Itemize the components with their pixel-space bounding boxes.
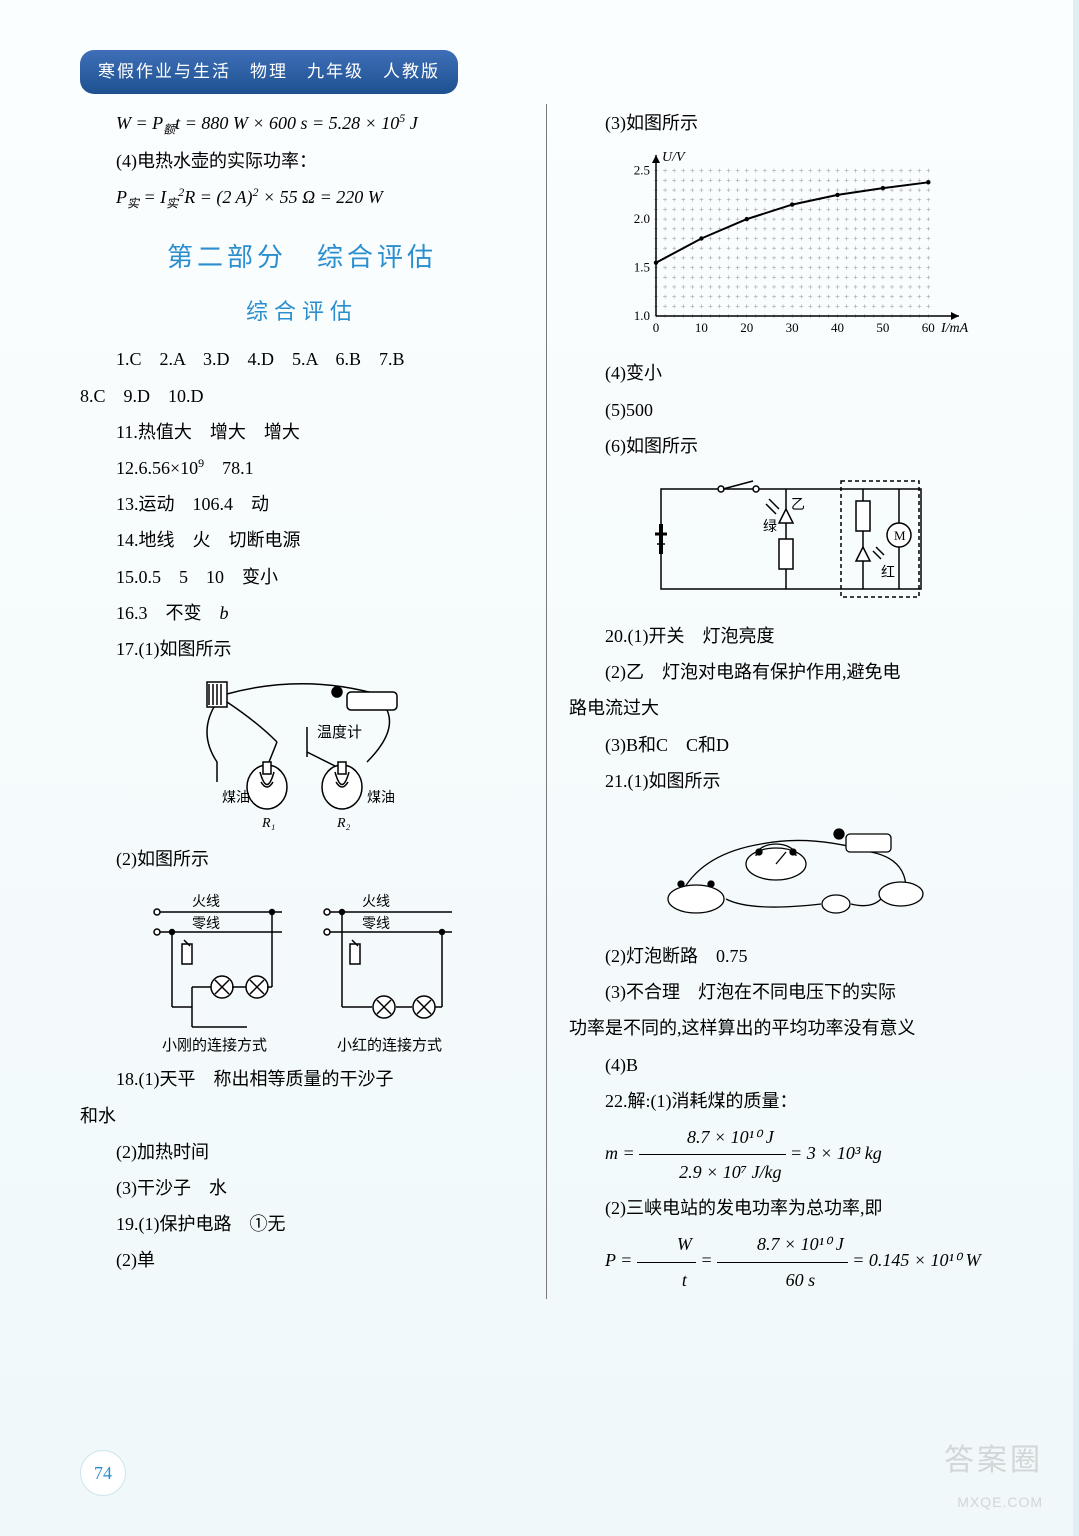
q20-2: (2)乙 灯泡对电路有保护作用,避免电: [569, 655, 1013, 689]
mc-answers-line2: 8.C 9.D 10.D: [80, 379, 524, 413]
chart-UI: 0 10 20 30 40 50 60 1.0 1.5 2.0 2.5 U/V I/mA: [569, 146, 1013, 346]
q19-3: (3)如图所示: [569, 106, 1013, 140]
svg-text:I/mA: I/mA: [940, 321, 969, 336]
section-title: 第二部分 综合评估: [80, 233, 524, 282]
q19-6: (6)如图所示: [569, 429, 1013, 463]
label-neutral: 零线: [192, 916, 220, 932]
page-number: 74: [80, 1450, 126, 1496]
label-r1: R₁: [261, 816, 275, 831]
label-neutral-2: 零线: [362, 916, 390, 932]
watermark: 答案圈 MXQE.COM: [944, 1432, 1043, 1516]
line-actual-power: (4)电热水壶的实际功率：: [80, 144, 524, 178]
header-band: 寒假作业与生活 物理 九年级 人教版: [80, 50, 458, 94]
q21-2: (2)灯泡断路 0.75: [569, 939, 1013, 973]
label-motor: M: [894, 528, 906, 543]
q14: 14.地线 火 切断电源: [80, 523, 524, 557]
label-kerosene-2: 煤油: [367, 790, 395, 806]
q18-3: (3)干沙子 水: [80, 1171, 524, 1205]
column-divider: [546, 104, 547, 1299]
label-green: 绿: [763, 519, 777, 535]
mc-answers-line1: 1.C 2.A 3.D 4.D 5.A 6.B 7.B: [80, 342, 524, 376]
label-kerosene-1: 煤油: [222, 790, 250, 806]
equation-power-time: W = P额t = 880 W × 600 s = 5.28 × 105 J: [80, 106, 524, 141]
q19-2: (2)单: [80, 1243, 524, 1277]
svg-text:60: 60: [922, 320, 935, 335]
figure-17-1: 温度计 煤油 煤油 R₁ R₂: [80, 672, 524, 832]
q21-1: 21.(1)如图所示: [569, 764, 1013, 798]
q17-1: 17.(1)如图所示: [80, 632, 524, 666]
q19-1: 19.(1)保护电路 ①无: [80, 1207, 524, 1241]
q21-3b: 功率是不同的,这样算出的平均功率没有意义: [569, 1011, 1013, 1045]
q15: 15.0.5 5 10 变小: [80, 560, 524, 594]
q20-2b: 路电流过大: [569, 691, 1013, 725]
q21-3a: (3)不合理 灯泡在不同电压下的实际: [569, 975, 1013, 1009]
figure-19-6: 乙 绿 红 M: [569, 469, 1013, 609]
svg-text:10: 10: [695, 320, 708, 335]
svg-text:U/V: U/V: [662, 150, 686, 165]
page: 寒假作业与生活 物理 九年级 人教版 W = P额t = 880 W × 600…: [0, 0, 1079, 1536]
right-column: (3)如图所示 0 10 20 30 40 50 60 1.0 1.5 2.0 2.5 U/V I/mA…: [569, 104, 1013, 1299]
label-live-2: 火线: [362, 894, 390, 910]
label-yi: 乙: [791, 497, 805, 513]
q11: 11.热值大 增大 增大: [80, 415, 524, 449]
caption-xiaohong: 小红的连接方式: [337, 1037, 442, 1052]
equation-actual-power: P实 = I实2R = (2 A)2 × 55 Ω = 220 W: [80, 180, 524, 215]
q22-eq1: m = 8.7 × 10¹⁰ J2.9 × 10⁷ J/kg = 3 × 10³…: [569, 1120, 1013, 1189]
svg-text:1.5: 1.5: [634, 260, 650, 275]
svg-text:30: 30: [786, 320, 799, 335]
q22-2: (2)三峡电站的发电功率为总功率,即: [569, 1191, 1013, 1225]
label-r2: R₂: [336, 816, 351, 831]
section-subtitle: 综合评估: [80, 291, 524, 333]
svg-text:0: 0: [653, 320, 660, 335]
q21-4: (4)B: [569, 1048, 1013, 1082]
q18-1b: 和水: [80, 1099, 524, 1133]
q20-3: (3)B和C C和D: [569, 728, 1013, 762]
left-column: W = P额t = 880 W × 600 s = 5.28 × 105 J (…: [80, 104, 524, 1299]
figure-21-1: [569, 804, 1013, 929]
svg-text:20: 20: [740, 320, 753, 335]
q13: 13.运动 106.4 动: [80, 487, 524, 521]
svg-text:1.0: 1.0: [634, 308, 650, 323]
label-live: 火线: [192, 894, 220, 910]
q16: 16.3 不变 b: [80, 596, 524, 630]
q18-1: 18.(1)天平 称出相等质量的干沙子: [80, 1062, 524, 1096]
label-thermometer: 温度计: [317, 724, 362, 741]
label-red: 红: [881, 565, 895, 581]
q19-4: (4)变小: [569, 356, 1013, 390]
svg-text:50: 50: [876, 320, 889, 335]
svg-text:40: 40: [831, 320, 844, 335]
q22-head: 22.解:(1)消耗煤的质量：: [569, 1084, 1013, 1118]
two-column-layout: W = P额t = 880 W × 600 s = 5.28 × 105 J (…: [80, 104, 1013, 1299]
q20-1: 20.(1)开关 灯泡亮度: [569, 619, 1013, 653]
q22-eq2: P = Wt = 8.7 × 10¹⁰ J60 s = 0.145 × 10¹⁰…: [569, 1227, 1013, 1296]
figure-17-2: 火线 零线 火线 零线 小刚的连接方式 小红的连接方式: [80, 882, 524, 1052]
q18-2: (2)加热时间: [80, 1135, 524, 1169]
q17-2: (2)如图所示: [80, 842, 524, 876]
q19-5: (5)500: [569, 393, 1013, 427]
svg-text:2.0: 2.0: [634, 212, 650, 227]
svg-text:2.5: 2.5: [634, 163, 650, 178]
caption-xiaogang: 小刚的连接方式: [162, 1037, 267, 1052]
q12: 12.6.56×109 78.1: [80, 451, 524, 485]
